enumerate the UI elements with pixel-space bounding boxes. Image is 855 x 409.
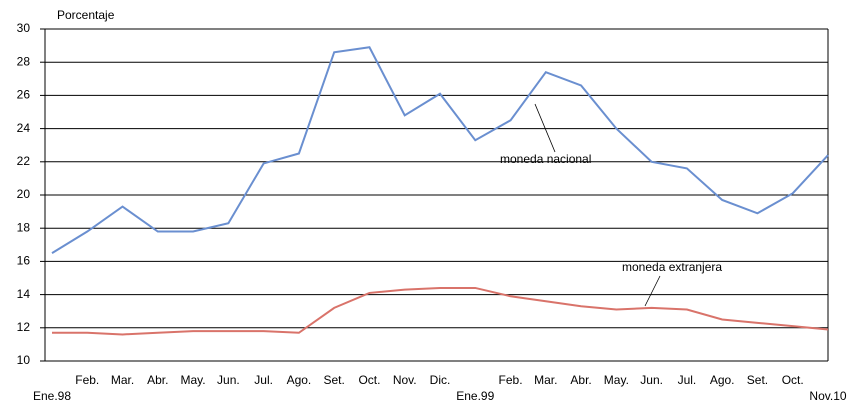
annotation-leader	[534, 103, 556, 153]
line-series	[51, 46, 829, 254]
x-tick-label: Jul.	[254, 373, 273, 387]
annotation-leader	[644, 275, 661, 307]
x-tick-label: Abr.	[570, 373, 591, 387]
y-tick-label: 18	[17, 220, 31, 234]
x-tick-label: Feb.	[75, 373, 99, 387]
x-tick-label: Oct.	[782, 373, 804, 387]
y-tick-label: 22	[17, 154, 31, 168]
y-tick-label: 28	[17, 54, 31, 68]
x-tick-label: Nov.	[393, 373, 417, 387]
x-tick-label: Nov.10	[809, 389, 846, 403]
x-tick-label: Ago.	[287, 373, 312, 387]
x-tick-label: Oct.	[358, 373, 380, 387]
y-tick-label: 26	[17, 88, 31, 102]
y-tick-label: 16	[17, 254, 31, 268]
y-tick-label: 12	[17, 320, 31, 334]
line-series	[52, 286, 829, 336]
x-tick-label: May.	[181, 373, 206, 387]
x-tick-label: Mar.	[534, 373, 557, 387]
x-tick-label: Set.	[747, 373, 768, 387]
x-tick-label: Jul.	[678, 373, 697, 387]
x-tick-label: May.	[604, 373, 629, 387]
x-tick-label: Dic.	[430, 373, 451, 387]
x-tick-label: Feb.	[499, 373, 523, 387]
y-tick-label: 24	[17, 121, 31, 135]
y-tick-label: 10	[17, 353, 31, 367]
series-annotation: moneda extranjera	[622, 260, 722, 274]
series-annotation: moneda nacional	[500, 152, 591, 166]
y-axis-label: Porcentaje	[57, 8, 115, 22]
x-tick-label: Set.	[324, 373, 345, 387]
x-tick-label: Jun.	[640, 373, 663, 387]
x-tick-label: Ago.	[710, 373, 735, 387]
y-tick-label: 20	[17, 187, 31, 201]
y-tick-label: 30	[17, 21, 31, 35]
x-tick-label: Mar.	[111, 373, 134, 387]
x-tick-label: Jun.	[217, 373, 240, 387]
x-tick-label: Ene.99	[456, 389, 494, 403]
x-tick-label: Abr.	[147, 373, 168, 387]
y-tick-label: 14	[17, 287, 31, 301]
x-tick-label: Ene.98	[33, 389, 71, 403]
